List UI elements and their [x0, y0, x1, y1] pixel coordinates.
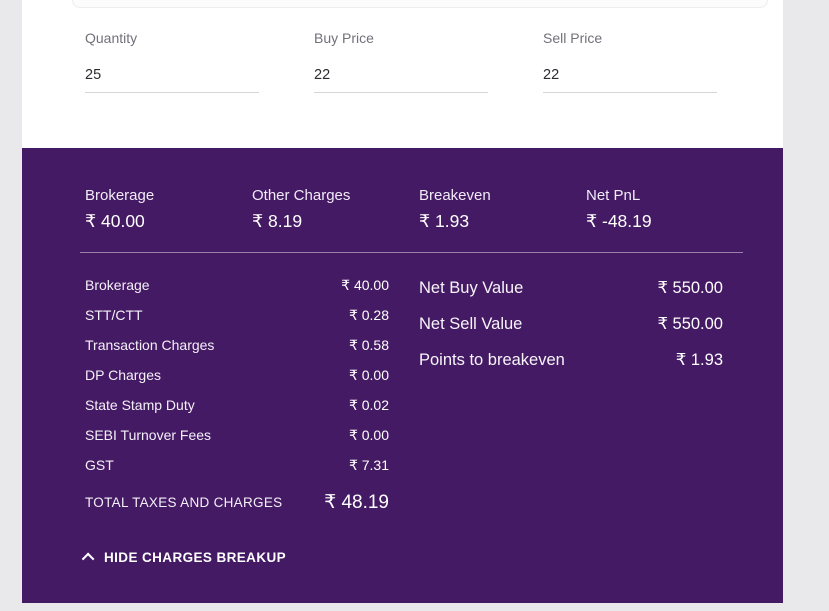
summary-divider	[80, 252, 743, 253]
inputs-section: Quantity Buy Price Sell Price	[22, 0, 783, 148]
table-row: Net Buy Value ₹ 550.00	[419, 270, 723, 306]
input-fields-row: Quantity Buy Price Sell Price	[85, 30, 772, 93]
charge-value: ₹ 0.00	[348, 366, 389, 383]
summary-other-charges: Other Charges ₹ 8.19	[252, 187, 419, 232]
chevron-up-icon	[81, 552, 95, 566]
table-row: Net Sell Value ₹ 550.00	[419, 306, 723, 342]
summary-other-charges-value: ₹ 8.19	[252, 211, 303, 231]
charges-breakup-table: Brokerage ₹ 40.00 STT/CTT ₹ 0.28 Transac…	[85, 270, 389, 514]
breakup-tables: Brokerage ₹ 40.00 STT/CTT ₹ 0.28 Transac…	[85, 270, 723, 514]
total-taxes-row: TOTAL TAXES AND CHARGES ₹ 48.19	[85, 491, 389, 514]
table-row: Transaction Charges ₹ 0.58	[85, 330, 389, 360]
summary-breakeven-value: ₹ 1.93	[419, 211, 470, 231]
net-sell-value: ₹ 550.00	[657, 315, 723, 333]
net-values-table: Net Buy Value ₹ 550.00 Net Sell Value ₹ …	[419, 270, 723, 514]
table-row: Points to breakeven ₹ 1.93	[419, 342, 723, 378]
quantity-field-group: Quantity	[85, 30, 259, 93]
charge-value: ₹ 0.28	[348, 306, 389, 323]
charge-label: Brokerage	[85, 277, 150, 293]
points-to-breakeven-label: Points to breakeven	[419, 350, 565, 369]
points-to-breakeven-value: ₹ 1.93	[675, 351, 723, 369]
calculator-card: Quantity Buy Price Sell Price Brokerage …	[22, 0, 783, 603]
net-sell-value-label: Net Sell Value	[419, 314, 523, 333]
net-buy-value: ₹ 550.00	[657, 279, 723, 297]
summary-brokerage-label: Brokerage	[85, 187, 155, 204]
summary-row: Brokerage ₹ 40.00 Other Charges ₹ 8.19 B…	[85, 187, 753, 232]
total-taxes-value: ₹ 48.19	[324, 492, 389, 513]
summary-breakeven-label: Breakeven	[419, 187, 491, 204]
table-row: DP Charges ₹ 0.00	[85, 360, 389, 390]
summary-brokerage-value: ₹ 40.00	[85, 211, 145, 231]
summary-net-pnl: Net PnL ₹ -48.19	[586, 187, 753, 232]
buy-price-input[interactable]	[314, 59, 488, 93]
quantity-label: Quantity	[85, 30, 138, 46]
segment-control-cutoff	[72, 0, 768, 8]
summary-breakeven: Breakeven ₹ 1.93	[419, 187, 586, 232]
charge-value: ₹ 7.31	[348, 456, 389, 473]
table-row: Brokerage ₹ 40.00	[85, 270, 389, 300]
sell-price-input[interactable]	[543, 59, 717, 93]
charge-label: State Stamp Duty	[85, 397, 195, 413]
summary-net-pnl-value: ₹ -48.19	[586, 211, 652, 231]
charge-value: ₹ 0.02	[348, 396, 389, 413]
hide-charges-breakup-button[interactable]: HIDE CHARGES BREAKUP	[81, 550, 287, 566]
buy-price-field-group: Buy Price	[314, 30, 488, 93]
charge-label: GST	[85, 457, 114, 473]
quantity-input[interactable]	[85, 59, 259, 93]
results-panel: Brokerage ₹ 40.00 Other Charges ₹ 8.19 B…	[22, 148, 783, 603]
table-row: STT/CTT ₹ 0.28	[85, 300, 389, 330]
table-row: SEBI Turnover Fees ₹ 0.00	[85, 420, 389, 450]
net-buy-value-label: Net Buy Value	[419, 278, 524, 297]
sell-price-field-group: Sell Price	[543, 30, 717, 93]
charge-label: DP Charges	[85, 367, 162, 383]
table-row: State Stamp Duty ₹ 0.02	[85, 390, 389, 420]
buy-price-label: Buy Price	[314, 30, 374, 46]
total-taxes-label: TOTAL TAXES AND CHARGES	[85, 495, 283, 510]
hide-charges-breakup-label: HIDE CHARGES BREAKUP	[104, 550, 287, 565]
summary-brokerage: Brokerage ₹ 40.00	[85, 187, 252, 232]
charge-label: Transaction Charges	[85, 337, 215, 353]
summary-other-charges-label: Other Charges	[252, 187, 351, 204]
charge-value: ₹ 0.58	[348, 336, 389, 353]
table-row: GST ₹ 7.31	[85, 450, 389, 480]
sell-price-label: Sell Price	[543, 30, 603, 46]
summary-net-pnl-label: Net PnL	[586, 187, 641, 204]
charge-value: ₹ 40.00	[341, 276, 389, 293]
charge-value: ₹ 0.00	[348, 426, 389, 443]
charge-label: SEBI Turnover Fees	[85, 427, 212, 443]
charge-label: STT/CTT	[85, 307, 143, 323]
